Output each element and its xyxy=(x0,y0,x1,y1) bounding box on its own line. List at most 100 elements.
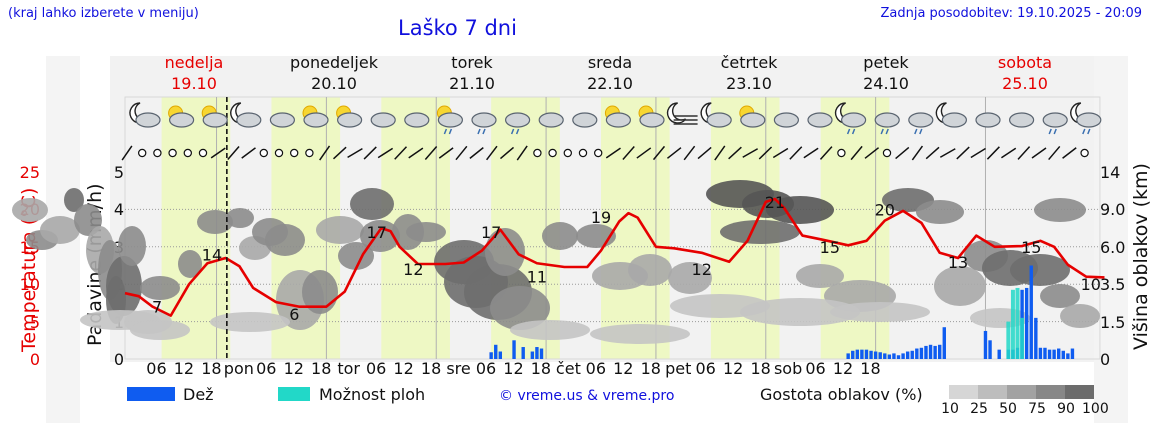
cloud-density-patch xyxy=(12,198,48,222)
shower-bar xyxy=(1015,287,1020,359)
rain-bar xyxy=(892,353,896,359)
wind-barb-icon xyxy=(332,146,347,160)
rain-bar xyxy=(851,350,855,359)
x-tick-label: 18 xyxy=(420,359,442,378)
x-tick-label: 06 xyxy=(805,359,826,378)
temperature-value-label: 7 xyxy=(152,298,162,317)
moon-icon xyxy=(666,102,687,124)
cloud-density-patch xyxy=(1010,254,1070,286)
wind-barb-icon xyxy=(895,146,910,160)
wind-barb-icon xyxy=(319,145,331,161)
day-name: ponedeljek xyxy=(290,53,378,72)
rain-bar xyxy=(1024,287,1029,359)
cloud-height-tick: 6.0 xyxy=(1100,237,1126,257)
cloud-density-patch xyxy=(740,298,860,326)
temperature-value-label: 17 xyxy=(481,223,501,242)
wind-barb-icon xyxy=(438,147,454,159)
cloud-icon xyxy=(807,112,833,128)
x-tick-label: čet xyxy=(555,359,581,378)
rain-bar xyxy=(1029,265,1033,359)
cloud-icon xyxy=(773,112,800,128)
rain-drop-icon xyxy=(919,128,923,135)
wind-barb-icon xyxy=(363,146,377,160)
wind-calm-icon xyxy=(198,148,208,158)
cloud-icon xyxy=(269,112,295,128)
temperature-value-label: 17 xyxy=(367,223,387,242)
rain-bar xyxy=(521,347,525,359)
wind-calm-icon xyxy=(137,148,147,158)
cloud-density-patch xyxy=(916,200,964,224)
colorbar-segment xyxy=(1065,385,1094,399)
wind-barb-icon xyxy=(864,147,880,159)
rain-bar xyxy=(494,344,498,359)
shower-bar xyxy=(1010,289,1015,359)
rain-bar xyxy=(919,347,924,359)
rain-drop-icon xyxy=(885,128,889,135)
rain-bar xyxy=(883,353,887,359)
wind-barb-icon xyxy=(1017,146,1031,160)
cloud-density-patch xyxy=(970,308,1030,328)
rain-bar xyxy=(535,347,539,359)
cloud-density-patch xyxy=(210,312,290,332)
wind-barb-icon xyxy=(939,148,956,158)
wind-barb-icon xyxy=(803,147,819,159)
precip-tick: 0 xyxy=(113,350,124,369)
x-tick-label: 18 xyxy=(860,359,881,378)
wind-calm-icon xyxy=(578,148,588,158)
x-tick-label: 18 xyxy=(750,359,771,378)
cloud-icon xyxy=(471,112,497,128)
wind-calm-icon xyxy=(259,148,268,158)
wind-calm-icon xyxy=(548,148,557,158)
x-tick-label: 06 xyxy=(695,359,716,378)
cloud-density-patch xyxy=(670,294,770,318)
rain-bar xyxy=(942,327,946,359)
rain-drop-icon xyxy=(482,128,486,135)
temperature-value-label: 11 xyxy=(527,268,547,287)
cloud-density-patch xyxy=(485,228,525,276)
cloud-icon xyxy=(975,112,1001,128)
rain-bar xyxy=(1070,348,1075,359)
wind-barb-icon xyxy=(697,146,712,160)
rain-bar xyxy=(860,349,864,359)
credit-link[interactable]: © vreme.us & vreme.pro xyxy=(499,388,675,404)
cloud-icon xyxy=(437,112,463,128)
colorbar-label: 90 xyxy=(1057,401,1075,417)
cloud-icon xyxy=(1076,112,1102,128)
cloud-density-patch xyxy=(130,320,190,340)
wind-barb-icon xyxy=(121,145,133,161)
cloud-icon xyxy=(572,112,598,128)
temperature-tick: 0 xyxy=(29,350,40,369)
cloud-icon xyxy=(337,112,363,128)
x-tick-label: 12 xyxy=(832,359,854,378)
day-name: sreda xyxy=(587,53,633,72)
rain-drop-icon xyxy=(880,128,884,135)
wind-calm-icon xyxy=(183,148,192,158)
cloud-density-patch xyxy=(668,262,712,294)
legend-rain-label: Dež xyxy=(183,385,214,404)
rain-bar xyxy=(864,349,869,359)
wind-barb-icon xyxy=(714,145,726,161)
temperature-value-label: 15 xyxy=(1021,238,1041,257)
cloud-icon xyxy=(1042,112,1068,128)
rain-bar xyxy=(846,353,850,359)
temperature-value-label: 15 xyxy=(820,238,840,257)
plot-border xyxy=(124,96,1101,360)
x-tick-label: 12 xyxy=(503,359,524,378)
wind-calm-icon xyxy=(290,148,299,158)
cloud-height-tick: 1.5 xyxy=(1100,312,1126,332)
cloud-icon xyxy=(941,112,968,128)
precip-tick: 4 xyxy=(113,200,124,220)
cloud-density-patch xyxy=(766,196,834,224)
colorbar-segment xyxy=(978,385,1007,399)
cloud-height-tick: 3.5 xyxy=(1100,275,1126,295)
rain-drop-icon xyxy=(515,128,520,135)
day-name: četrtek xyxy=(720,53,778,72)
rain-bar xyxy=(887,354,892,359)
rain-drop-icon xyxy=(1082,128,1086,135)
rain-bar xyxy=(512,340,516,359)
temperature-tick: 10 xyxy=(19,275,40,295)
wind-barb-icon xyxy=(911,145,924,161)
cloud-height-tick: 14 xyxy=(1100,163,1121,182)
cloud-density-patch xyxy=(720,220,800,244)
x-tick-label: 06 xyxy=(585,359,607,378)
